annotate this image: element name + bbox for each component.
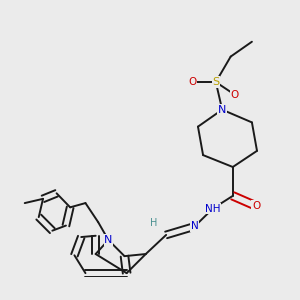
Text: N: N (104, 235, 112, 245)
Text: H: H (150, 218, 157, 228)
Text: O: O (252, 201, 260, 211)
Text: N: N (218, 105, 226, 115)
Text: O: O (188, 77, 196, 87)
Text: S: S (212, 77, 219, 87)
Text: O: O (231, 90, 239, 100)
Text: NH: NH (205, 204, 220, 214)
Text: N: N (191, 221, 199, 231)
